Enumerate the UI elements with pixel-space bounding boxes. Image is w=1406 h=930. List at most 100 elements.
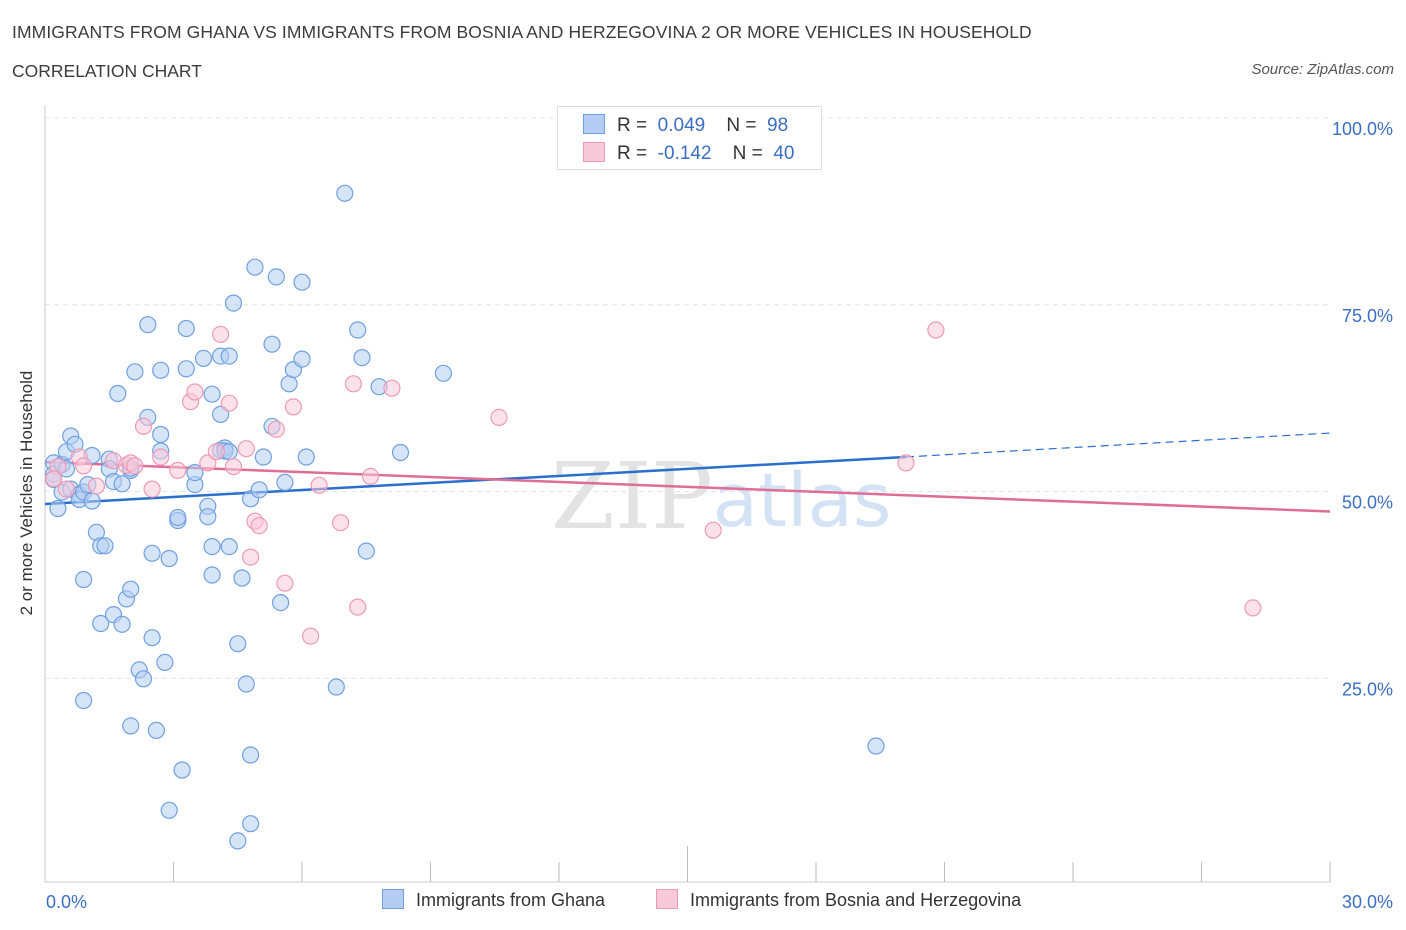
ghana-point (349, 321, 367, 339)
ghana-point (224, 294, 243, 312)
chart-subtitle: CORRELATION CHART (12, 61, 202, 81)
ghana-point (83, 492, 101, 510)
ghana-point (143, 629, 161, 647)
bosnia-point (302, 627, 320, 645)
ghana-point (177, 360, 195, 378)
ghana-point (160, 549, 178, 568)
x-tick-label-max: 30.0% (1342, 892, 1393, 912)
ghana-point (177, 319, 195, 338)
ghana-point (113, 615, 131, 633)
ghana-point (109, 384, 127, 403)
bosnia-point (267, 420, 285, 438)
bosnia-point (349, 598, 367, 616)
ghana-point (220, 537, 238, 556)
bosnia-point (704, 521, 722, 539)
ghana-point (434, 364, 452, 382)
bosnia-point (927, 321, 945, 339)
ghana-point (143, 544, 161, 562)
bosnia-point (237, 440, 255, 458)
x-tick-label-min: 0.0% (46, 892, 87, 912)
bosnia-point (276, 574, 294, 592)
ghana-point (272, 593, 290, 612)
watermark-atlas: atlas (713, 458, 892, 544)
bottom-legend-swatch-bosnia (656, 889, 678, 909)
ghana-point (293, 273, 311, 291)
chart-title: IMMIGRANTS FROM GHANA VS IMMIGRANTS FROM… (12, 22, 1032, 42)
ghana-point (353, 349, 371, 367)
y-tick-label-50: 50.0% (1342, 493, 1393, 513)
ghana-point (293, 350, 311, 368)
bottom-legend-label-bosnia: Immigrants from Bosnia and Herzegovina (690, 890, 1022, 910)
source-label: Source: ZipAtlas.com (1251, 61, 1394, 78)
legend-r-bosnia: -0.142 (657, 143, 712, 164)
ghana-point (194, 349, 213, 367)
y-tick-label-25: 25.0% (1342, 679, 1393, 699)
ghana-point (254, 448, 272, 466)
legend-r-ghana: 0.049 (657, 115, 706, 136)
bosnia-point (220, 394, 238, 412)
legend-swatch-ghana (583, 114, 605, 134)
bosnia-point (186, 383, 204, 401)
ghana-point (126, 363, 144, 381)
ghana-point (237, 675, 255, 693)
ghana-point (122, 580, 140, 598)
ghana-point (203, 566, 221, 584)
ghana-point (49, 499, 67, 518)
bosnia-point (212, 325, 230, 343)
bottom-legend-swatch-ghana (382, 889, 404, 909)
legend-swatch-bosnia (583, 142, 605, 162)
tick-labels: 100.0% 75.0% 50.0% 25.0% 0.0% 30.0% (46, 119, 1393, 912)
ghana-point (250, 481, 268, 499)
grid-lines (45, 117, 1330, 679)
legend-row-bosnia: R = -0.142 N = 40 (583, 142, 794, 165)
bosnia-point (134, 417, 153, 435)
y-tick-label-75: 75.0% (1342, 306, 1393, 326)
bosnia-point (143, 480, 161, 498)
ghana-point (169, 508, 187, 527)
ghana-point (122, 717, 140, 735)
stats-legend: R = 0.049 N = 98 R = -0.142 N = 40 (557, 106, 822, 170)
bosnia-point (344, 375, 362, 393)
bosnia-point (44, 470, 63, 488)
bosnia-point (897, 454, 915, 472)
ghana-point (139, 316, 157, 334)
ghana-point (203, 537, 221, 556)
ghana-point (267, 268, 285, 286)
ghana-point (113, 475, 131, 493)
ghana-point (74, 570, 93, 589)
bosnia-point (1244, 599, 1262, 617)
ghana-point (242, 746, 260, 764)
bosnia-point (224, 458, 243, 476)
ghana-point (160, 801, 178, 819)
ghana-point (186, 464, 204, 482)
ghana-point (357, 542, 375, 560)
ghana-point (199, 508, 217, 526)
y-tick-label-100: 100.0% (1332, 119, 1393, 139)
ghana-point (229, 832, 247, 850)
bosnia-point (490, 408, 508, 426)
ghana-trend-line (44, 455, 907, 506)
ghana-point (276, 473, 294, 491)
ghana-point (147, 721, 165, 740)
legend-n-bosnia: 40 (773, 143, 795, 164)
ghana-point (74, 691, 93, 710)
bosnia-point (152, 448, 170, 466)
axes (44, 105, 1331, 883)
ghana-point (220, 347, 238, 365)
ghana-point (203, 385, 221, 403)
ghana-point (152, 361, 170, 379)
ghana-point (242, 815, 260, 833)
bosnia-point (126, 457, 144, 475)
ghana-point (327, 678, 345, 696)
bosnia-point (250, 517, 268, 535)
bosnia-point (169, 461, 187, 479)
trend-lines (44, 432, 1331, 513)
bosnia-point (87, 477, 106, 495)
bosnia-point (57, 480, 76, 498)
bosnia-point (242, 548, 260, 566)
ghana-point (867, 737, 885, 755)
ghana-point (246, 258, 264, 276)
bottom-legend-label-ghana: Immigrants from Ghana (416, 890, 606, 910)
y-axis-label: 2 or more Vehicles in Household (17, 370, 36, 616)
ghana-point (280, 375, 298, 393)
